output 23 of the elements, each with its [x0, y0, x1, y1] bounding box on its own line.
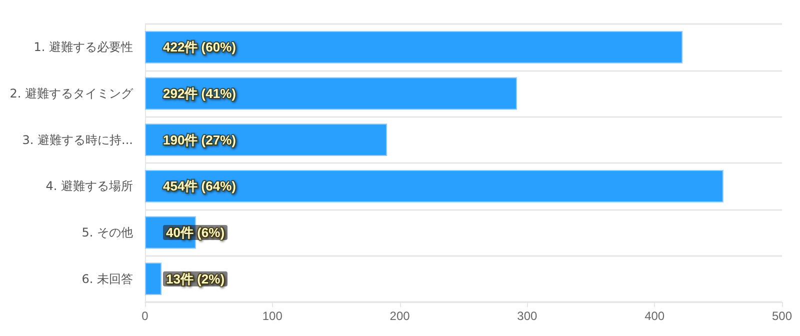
bar — [145, 262, 162, 296]
y-tick-label: 1. 避難する必要性 — [34, 40, 133, 54]
x-tick-label: 300 — [517, 309, 538, 323]
data-label: 40件 (6%) — [166, 225, 225, 240]
x-tick-label: 100 — [262, 309, 283, 323]
x-tick-label: 500 — [772, 309, 792, 323]
x-tick-label: 400 — [644, 309, 665, 323]
data-label: 13件 (2%) — [166, 271, 225, 286]
y-tick-label: 5. その他 — [82, 226, 133, 240]
x-tick-label: 200 — [390, 309, 410, 323]
y-tick-label: 2. 避難するタイミング — [10, 86, 134, 100]
bar — [145, 77, 518, 110]
bar — [145, 170, 724, 202]
data-label: 190件 (27%) — [163, 132, 236, 148]
data-label: 454件 (64%) — [163, 178, 236, 194]
bar — [145, 30, 683, 64]
y-tick-label: 6. 未回答 — [82, 272, 133, 286]
bar — [145, 124, 388, 156]
x-tick-label: 0 — [142, 309, 149, 323]
y-tick-label: 4. 避難する場所 — [46, 179, 133, 194]
y-tick-label: 3. 避難する時に持... — [22, 132, 133, 147]
data-label: 292件 (41%) — [163, 86, 236, 101]
data-label: 422件 (60%) — [163, 40, 236, 55]
